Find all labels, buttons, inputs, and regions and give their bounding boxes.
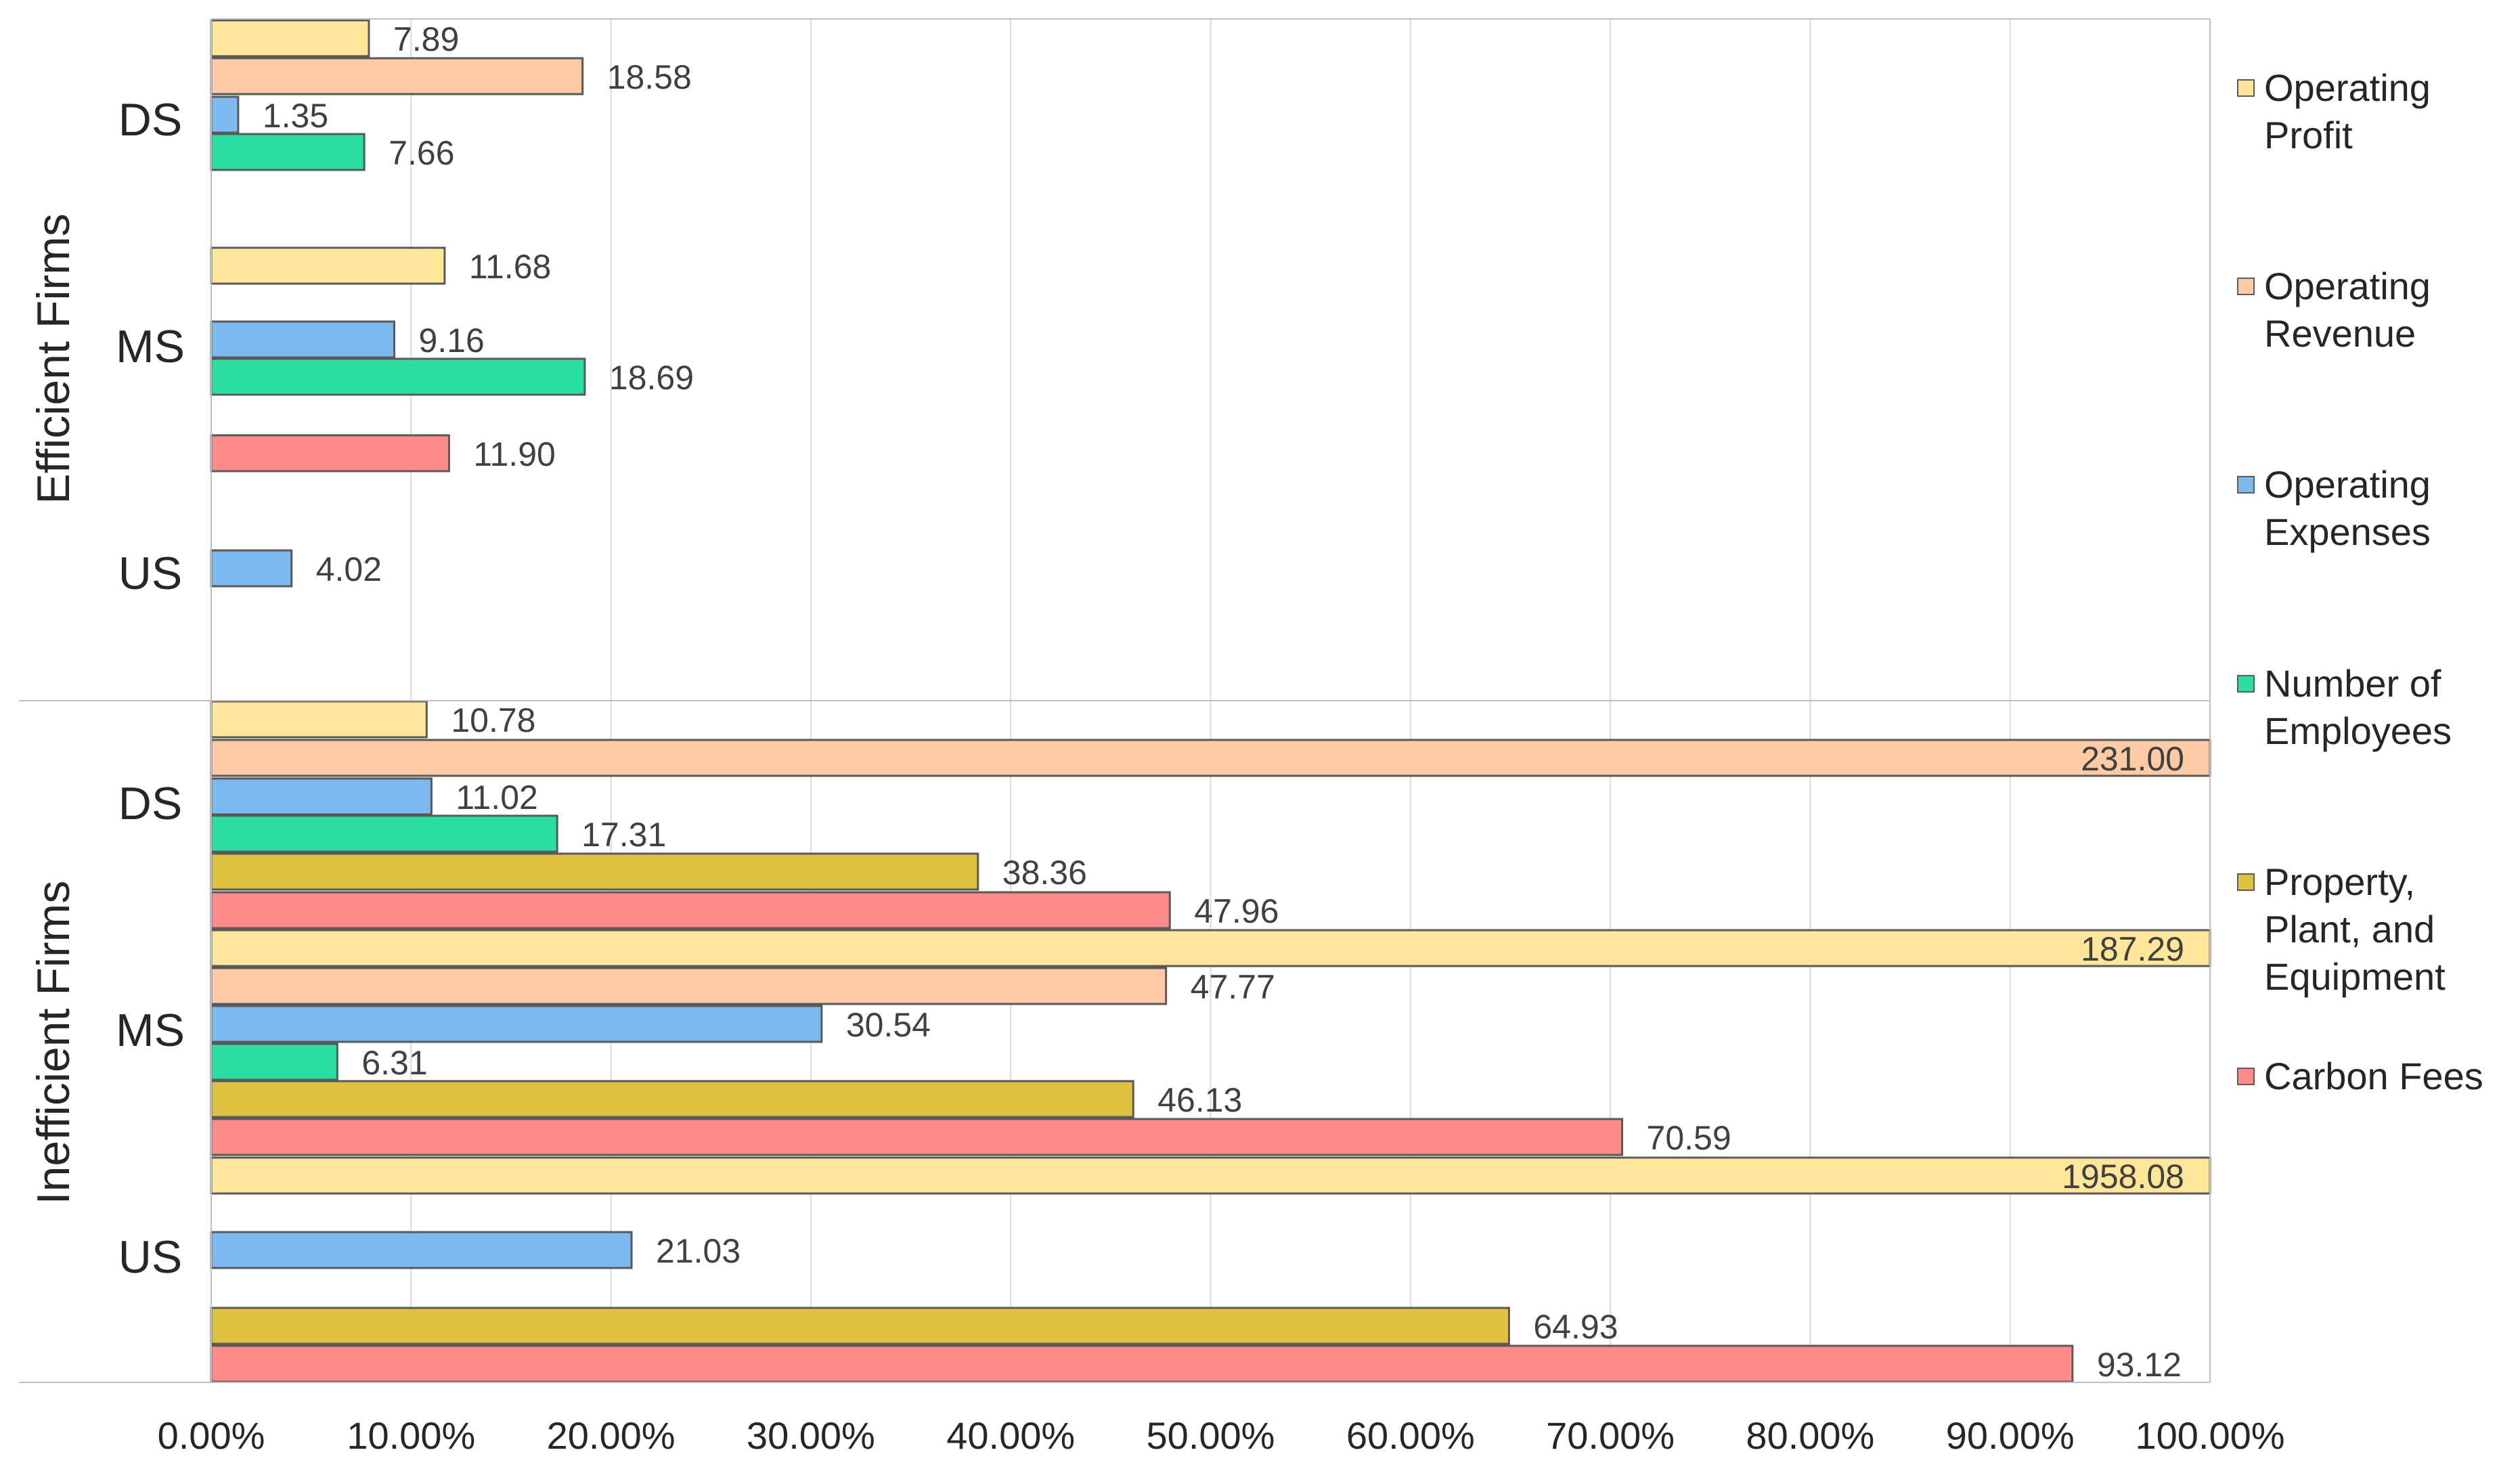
data-label: 11.68: [469, 248, 551, 286]
category-label-ms: MS: [116, 1005, 185, 1056]
category-label-ds: DS: [118, 778, 182, 829]
bar-inefficient-firms-ds-number-of-employees: [210, 814, 558, 853]
data-label: 4.02: [316, 550, 382, 588]
x-tick-label: 60.00%: [1346, 1414, 1475, 1457]
data-label: 6.31: [361, 1044, 427, 1082]
data-label: 47.77: [1191, 968, 1275, 1006]
legend-swatch: [2237, 873, 2255, 891]
bar-inefficient-firms-us-operating-expenses: [210, 1231, 633, 1269]
category-label-us: US: [118, 1231, 182, 1283]
bar-inefficient-firms-us-property-plant-and-equipment: [210, 1307, 1510, 1345]
legend-item-operating-revenue: Operating Revenue: [2237, 263, 2431, 357]
group-label-efficient-firms: Efficient Firms: [28, 213, 79, 504]
legend-swatch: [2237, 1068, 2255, 1085]
x-tick-label: 0.00%: [158, 1414, 265, 1457]
data-label: 231.00: [2081, 740, 2184, 778]
legend-swatch: [2237, 476, 2255, 494]
x-tick-label: 90.00%: [1946, 1414, 2075, 1457]
data-label: 64.93: [1533, 1308, 1618, 1346]
x-tick-label: 100.00%: [2135, 1414, 2284, 1457]
data-label: 11.02: [456, 779, 537, 816]
legend-item-operating-expenses: Operating Expenses: [2237, 461, 2431, 556]
x-tick-label: 10.00%: [347, 1414, 475, 1457]
bar-efficient-firms-ds-operating-expenses: [210, 95, 240, 134]
data-label: 1958.08: [2062, 1158, 2184, 1196]
data-label: 7.66: [389, 134, 454, 172]
bar-efficient-firms-us-operating-expenses: [210, 549, 293, 588]
data-label: 38.36: [1002, 854, 1087, 892]
legend-label: Number of Employees: [2264, 662, 2452, 752]
legend-label: Property, Plant, and Equipment: [2264, 860, 2446, 998]
bar-inefficient-firms-ds-carbon-fees: [210, 891, 1171, 929]
bar-inefficient-firms-ms-number-of-employees: [210, 1043, 338, 1081]
bar-inefficient-firms-ms-carbon-fees: [210, 1118, 1624, 1156]
category-label-ds: DS: [118, 94, 182, 146]
data-label: 46.13: [1157, 1081, 1242, 1119]
bar-efficient-firms-ms-number-of-employees: [210, 357, 586, 396]
legend-label: Operating Profit: [2264, 66, 2431, 156]
legend-swatch: [2237, 278, 2255, 295]
data-label: 70.59: [1647, 1119, 1731, 1157]
bar-efficient-firms-ds-operating-profit: [210, 19, 370, 58]
category-label-ms: MS: [116, 321, 185, 372]
bar-inefficient-firms-ms-operating-expenses: [210, 1005, 823, 1043]
group-label-inefficient-firms: Inefficient Firms: [28, 881, 79, 1205]
data-label: 47.96: [1194, 892, 1279, 930]
bar-efficient-firms-ms-carbon-fees: [210, 434, 450, 473]
bar-efficient-firms-ms-operating-profit: [210, 246, 446, 285]
bar-inefficient-firms-ds-property-plant-and-equipment: [210, 852, 979, 891]
legend-item-property-plant-and-equipment: Property, Plant, and Equipment: [2237, 858, 2446, 1001]
bar-inefficient-firms-ms-property-plant-and-equipment: [210, 1080, 1134, 1118]
x-tick-label: 20.00%: [547, 1414, 676, 1457]
legend-label: Operating Revenue: [2264, 265, 2431, 355]
data-label: 93.12: [2097, 1346, 2182, 1384]
bar-efficient-firms-ms-operating-expenses: [210, 320, 395, 359]
legend-item-operating-profit: Operating Profit: [2237, 64, 2431, 159]
legend-label: Operating Expenses: [2264, 463, 2431, 553]
x-tick-label: 40.00%: [946, 1414, 1075, 1457]
bar-inefficient-firms-ds-operating-expenses: [210, 777, 433, 816]
x-tick-label: 80.00%: [1746, 1414, 1874, 1457]
data-label: 18.69: [609, 359, 694, 397]
legend-item-carbon-fees: Carbon Fees: [2237, 1053, 2483, 1100]
data-label: 11.90: [473, 435, 555, 473]
legend-item-number-of-employees: Number of Employees: [2237, 660, 2452, 755]
bar-efficient-firms-ds-number-of-employees: [210, 133, 366, 171]
bar-inefficient-firms-ds-operating-profit: [210, 700, 428, 739]
data-label: 30.54: [846, 1006, 931, 1044]
legend-swatch: [2237, 79, 2255, 97]
x-tick-label: 70.00%: [1546, 1414, 1675, 1457]
legend-swatch: [2237, 675, 2255, 693]
data-label: 9.16: [418, 322, 484, 359]
data-label: 1.35: [263, 97, 328, 135]
bar-inefficient-firms-us-carbon-fees: [210, 1344, 2074, 1383]
category-label-us: US: [118, 548, 182, 599]
data-label: 10.78: [451, 701, 535, 739]
bar-inefficient-firms-ms-operating-revenue: [210, 967, 1168, 1005]
data-label: 21.03: [656, 1232, 740, 1270]
data-label: 18.58: [607, 58, 692, 96]
data-label: 17.31: [581, 816, 666, 854]
bar-inefficient-firms-us-operating-profit: [210, 1156, 2211, 1195]
bar-efficient-firms-ds-operating-revenue: [210, 57, 584, 95]
bar-inefficient-firms-ds-operating-revenue: [210, 739, 2211, 777]
x-tick-label: 30.00%: [747, 1414, 875, 1457]
bar-inefficient-firms-ms-operating-profit: [210, 929, 2211, 967]
x-tick-label: 50.00%: [1147, 1414, 1275, 1457]
legend-label: Carbon Fees: [2264, 1055, 2483, 1097]
data-label: 7.89: [393, 20, 459, 58]
data-label: 187.29: [2081, 930, 2184, 968]
